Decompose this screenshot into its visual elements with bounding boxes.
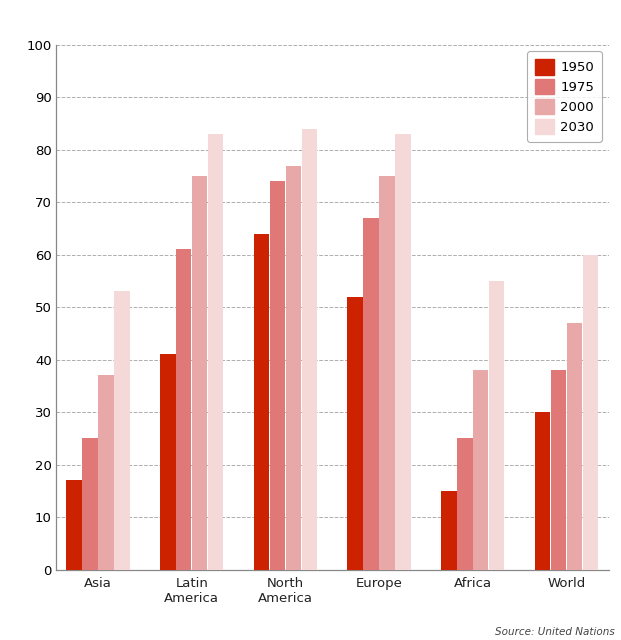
Bar <box>208 134 224 570</box>
Text: PERCENTAGE OF URBAN POPULATION PER CONTINENT, 1950–2030: PERCENTAGE OF URBAN POPULATION PER CONTI… <box>38 15 583 31</box>
Bar <box>582 255 598 570</box>
Bar <box>551 370 566 570</box>
Legend: 1950, 1975, 2000, 2030: 1950, 1975, 2000, 2030 <box>527 51 602 142</box>
Bar <box>192 176 207 570</box>
Bar <box>98 376 114 570</box>
Bar <box>363 218 379 570</box>
Bar <box>270 181 285 570</box>
Bar <box>473 370 489 570</box>
Bar <box>567 323 582 570</box>
Bar <box>535 412 550 570</box>
Bar <box>489 281 504 570</box>
Bar <box>286 166 301 570</box>
Bar <box>348 297 363 570</box>
Bar <box>395 134 410 570</box>
Bar <box>83 438 97 570</box>
Bar <box>441 491 456 570</box>
Bar <box>176 250 191 570</box>
Bar <box>457 438 473 570</box>
Bar <box>379 176 395 570</box>
Bar <box>302 129 317 570</box>
Bar <box>254 234 270 570</box>
Bar <box>66 481 82 570</box>
Bar <box>160 355 176 570</box>
Text: Source: United Nations: Source: United Nations <box>495 627 615 637</box>
Bar <box>114 291 130 570</box>
